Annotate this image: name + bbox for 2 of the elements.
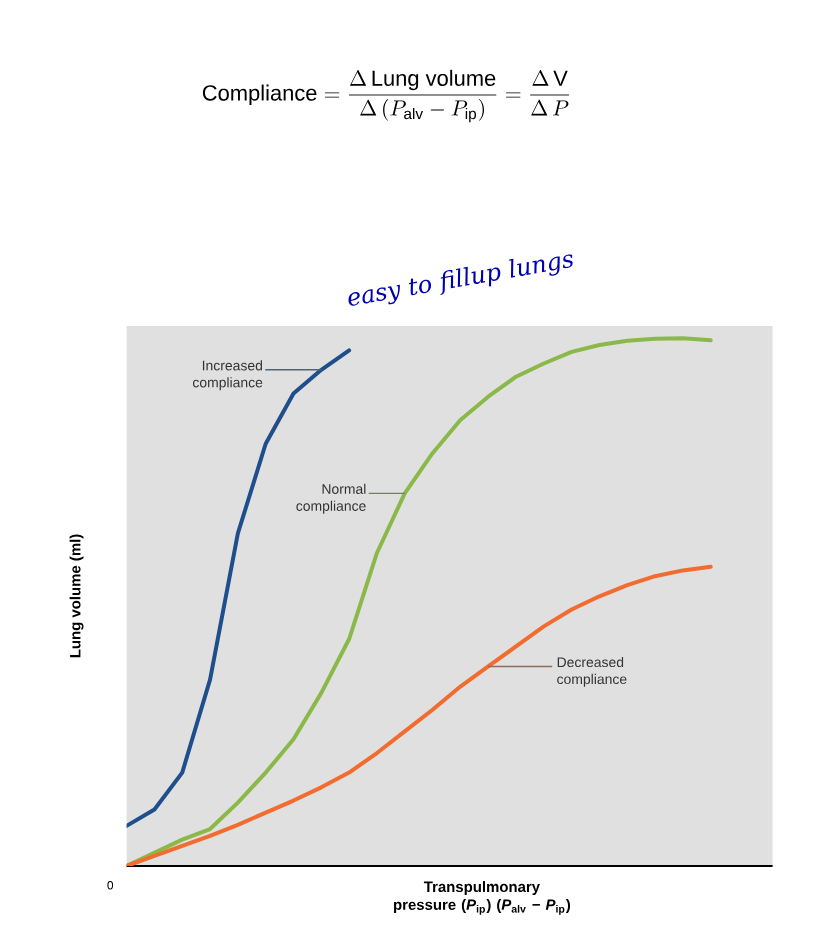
text: easy to fillup lungs — [348, 254, 573, 306]
chart-title: $\mathrm{Compliance} = \frac{\Delta\,\mathrm{Lung\ volume}}{\Delta\,(P_{\mathrm{alv}} - P_{\mathrm{ip}})} = \frac{\Delta\,\mathrm{V}}{\Delta\,P}$ — [202, 69, 569, 123]
